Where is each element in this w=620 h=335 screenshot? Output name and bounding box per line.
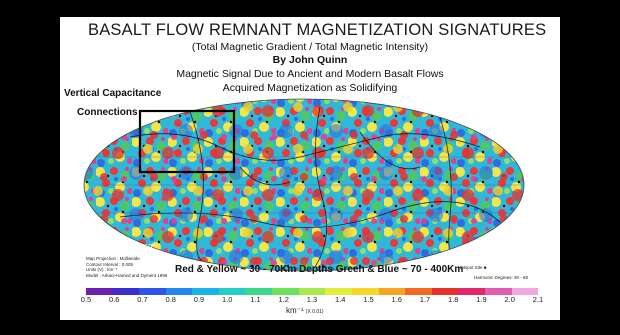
scale-tick-label: 1.7 [419,295,431,304]
scale-swatch [272,288,299,295]
hotspot-label: Hotspot Site ■ [458,265,487,270]
lat-label: -60° [484,244,497,251]
map-legend: Map Projection : Mollweide Contour Inter… [86,256,167,278]
color-scale-bar [86,288,539,295]
scale-tick-label: 2.0 [504,295,515,304]
scale-swatch [298,288,326,295]
slide-subtitle: (Total Magnetic Gradient / Total Magneti… [191,41,429,53]
scale-swatch [484,288,512,295]
author: By John Quinn [272,54,348,66]
harmonic-label: Harmonic Degrees: 30 - 65 [474,275,529,280]
scale-swatch [139,288,166,295]
scale-swatch [378,288,406,295]
lat-label: -60° [142,244,155,251]
scale-tick-label: 1.3 [306,295,318,304]
scale-tick-label: 0.9 [193,295,205,304]
scale-tick-label: 0.6 [109,295,120,304]
scale-swatch [165,288,193,295]
legend-line: Map Projection : Mollweide [86,256,140,261]
scale-swatch [192,288,219,295]
scale-swatch [431,288,459,295]
scale-swatch [325,288,352,295]
depth-caption: Red & Yellow ~ 30 - 70Km Depths Green & … [175,264,464,275]
scale-tick-label: 2.1 [532,295,544,304]
annotation-connections: Connections [77,107,138,118]
slide: BASALT FLOW REMNANT MAGNETIZATION SIGNAT… [60,17,560,320]
color-scale-ticks: 0.5 0.6 0.7 0.8 0.9 1.0 1.1 1.2 1.3 1.4 1.5 1.6 1.7 1… [78,295,548,305]
scale-swatch [218,288,246,295]
lat-label: 30° [86,144,97,151]
scale-tick-label: 0.7 [137,295,148,304]
lat-label: 30° [530,144,541,151]
description-line-2: Acquired Magnetization as Solidifying [222,82,398,94]
highlight-box [138,109,236,174]
scale-swatch [511,288,539,295]
scale-swatch [112,288,140,295]
description-line-1: Magnetic Signal Due to Ancient and Moder… [176,68,444,80]
scale-tick-label: 1.0 [222,295,233,304]
scale-tick-label: 1.4 [335,295,346,304]
scale-swatch [458,288,485,295]
lat-label: -30° [532,213,545,220]
scale-tick-label: 1.9 [476,295,487,304]
scale-unit: km⁻¹ (X 0.01) [286,306,324,315]
legend-line: Model : Arkani-Hamed and Dyment 1996 [86,272,168,278]
lat-label: 60° [144,115,155,122]
scale-swatch [351,288,379,295]
annotation-vertical-capacitance: Vertical Capacitance [64,88,162,99]
scale-swatch [245,288,273,295]
legend-line: Contour Interval : 0.005 [86,261,134,267]
scale-swatch [86,288,113,295]
legend-line: Units (V) : km⁻¹ [86,267,118,272]
scale-tick-label: 0.5 [80,295,92,304]
scale-tick-label: 0.8 [165,295,176,304]
scale-swatch [405,288,432,295]
magnetic-map [83,98,525,272]
lat-label: 60° [480,115,491,122]
scale-tick-label: 1.6 [391,295,402,304]
lat-label: -30° [80,213,93,220]
lat-label: 0° [68,179,75,186]
slide-title: BASALT FLOW REMNANT MAGNETIZATION SIGNAT… [88,21,547,39]
lat-label: 0° [546,179,553,186]
scale-tick-label: 1.2 [278,295,289,304]
scale-tick-label: 1.5 [363,295,374,304]
scale-tick-label: 1.8 [448,295,459,304]
hotspot-icon: ■ [483,265,487,270]
scale-tick-label: 1.1 [250,295,261,304]
